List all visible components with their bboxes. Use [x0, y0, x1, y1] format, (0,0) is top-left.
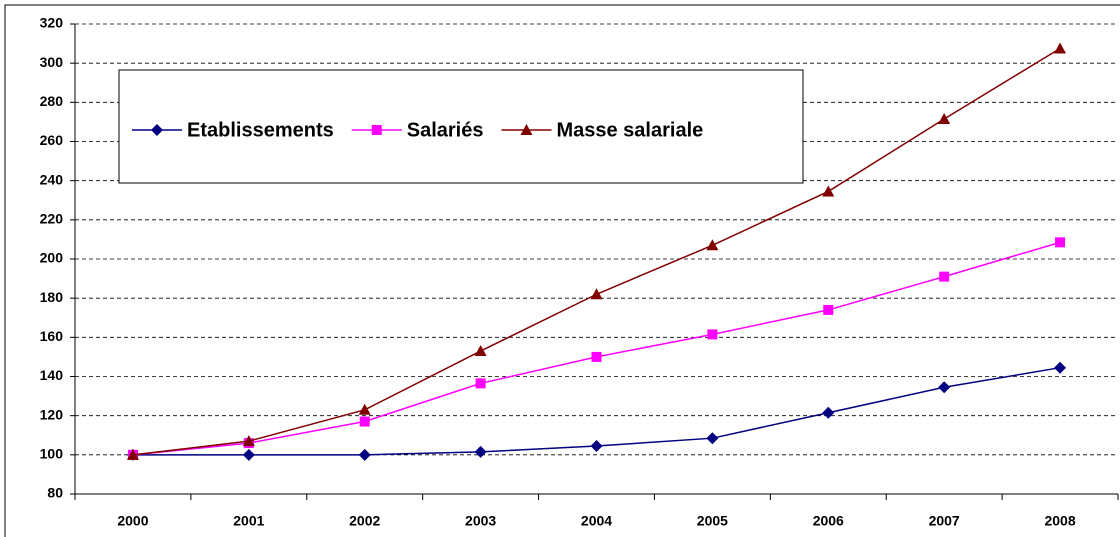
legend-label: Masse salariale	[556, 119, 703, 141]
marker	[1054, 361, 1067, 374]
marker	[590, 440, 603, 453]
marker	[475, 378, 486, 389]
x-tick-label: 2000	[117, 513, 148, 529]
marker	[823, 304, 834, 315]
marker	[474, 345, 487, 357]
marker	[590, 288, 603, 300]
marker	[1054, 42, 1067, 54]
marker	[707, 329, 718, 340]
x-tick-label: 2002	[349, 513, 380, 529]
legend-label: Salariés	[407, 119, 484, 141]
marker	[938, 381, 951, 394]
x-tick-label: 2004	[581, 513, 612, 529]
marker	[474, 445, 487, 458]
marker	[126, 448, 139, 460]
y-tick-label: 180	[40, 289, 64, 305]
marker	[706, 239, 719, 251]
y-tick-label: 140	[40, 367, 64, 383]
y-tick-label: 80	[47, 485, 63, 501]
y-tick-label: 300	[40, 54, 64, 70]
marker	[371, 125, 382, 135]
marker	[1055, 237, 1066, 248]
marker	[151, 124, 163, 136]
y-tick-label: 160	[40, 328, 64, 344]
x-tick-label: 2003	[465, 513, 496, 529]
y-tick-label: 220	[40, 211, 64, 227]
marker	[591, 351, 602, 362]
marker	[938, 112, 951, 124]
legend: Etablissements Salariés Masse salariale	[118, 69, 804, 184]
marker	[520, 124, 533, 135]
marker	[358, 448, 371, 461]
legend-box	[118, 69, 804, 184]
y-tick-label: 100	[40, 446, 64, 462]
marker	[939, 271, 950, 282]
y-tick-label: 240	[40, 171, 64, 187]
x-tick-label: 2008	[1044, 513, 1075, 529]
marker	[242, 448, 255, 461]
x-tick-label: 2001	[233, 513, 264, 529]
marker	[706, 432, 719, 445]
legend-label: Etablissements	[187, 119, 334, 141]
y-tick-label: 260	[40, 132, 64, 148]
marker	[822, 185, 835, 197]
y-tick-label: 320	[40, 15, 64, 31]
marker	[822, 406, 835, 419]
marker	[359, 416, 370, 427]
x-tick-label: 2007	[929, 513, 960, 529]
y-tick-label: 280	[40, 93, 64, 109]
y-tick-label: 200	[40, 250, 64, 266]
marker	[242, 435, 255, 447]
x-tick-label: 2006	[813, 513, 844, 529]
x-tick-label: 2005	[697, 513, 728, 529]
marker	[358, 403, 371, 415]
y-tick-label: 120	[40, 406, 64, 422]
